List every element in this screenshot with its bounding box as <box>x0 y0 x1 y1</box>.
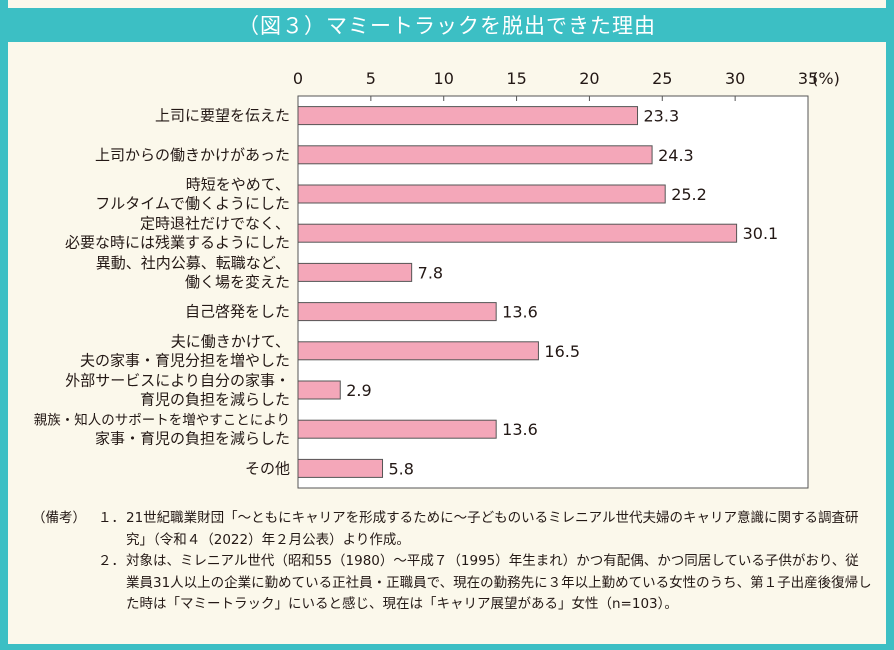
bar <box>297 262 413 282</box>
category-label: 親族・知人のサポートを増やすことにより <box>34 412 290 429</box>
category-label: 上司に要望を伝えた <box>155 107 290 125</box>
bar-value-label: 25.2 <box>671 185 707 204</box>
category-label: 夫の家事・育児分担を増やした <box>80 351 290 369</box>
note-row-2: ２． 対象は、ミレニアル世代（昭和55（1980）～平成７（1995）年生まれ）… <box>32 551 872 616</box>
bar-value-label: 23.3 <box>644 107 680 126</box>
note-text: 対象は、ミレニアル世代（昭和55（1980）～平成７（1995）年生まれ）かつ有… <box>126 553 872 612</box>
x-tick-label: 20 <box>579 69 599 88</box>
notes-label-spacer <box>32 551 98 616</box>
figure-title: （図３）マミートラックを脱出できた理由 <box>8 8 886 42</box>
category-label: 働く場を変えた <box>185 273 290 291</box>
bar <box>297 145 653 165</box>
category-label: 上司からの働きかけがあった <box>95 146 290 164</box>
bar <box>297 341 539 361</box>
x-tick-label: 5 <box>366 69 376 88</box>
bar-value-label: 16.5 <box>544 342 580 361</box>
x-tick-label: 10 <box>434 69 454 88</box>
category-label: フルタイムで働くようにした <box>95 195 290 213</box>
note-number: １． <box>98 510 125 526</box>
category-label: 自己啓発をした <box>185 303 290 321</box>
x-axis-unit-label: (%) <box>812 69 840 88</box>
notes-label: （備考） <box>32 510 86 526</box>
bar-value-label: 30.1 <box>743 224 779 243</box>
category-label: 定時退社だけでなく、 <box>140 215 290 233</box>
bar-value-label: 2.9 <box>346 381 371 400</box>
x-tick-label: 0 <box>293 69 303 88</box>
category-label: 必要な時には残業するようにした <box>65 234 290 252</box>
bar-value-label: 13.6 <box>502 303 538 322</box>
note-number: ２． <box>98 553 125 569</box>
category-label: 家事・育児の負担を減らした <box>95 430 290 448</box>
x-tick-label: 30 <box>725 69 745 88</box>
note-text: 21世紀職業財団「～ともにキャリアを形成するために～子どものいるミレニアル世代夫… <box>126 510 859 548</box>
x-tick-label: 15 <box>506 69 526 88</box>
category-label: 育児の負担を減らした <box>140 391 290 409</box>
notes: （備考） １． 21世紀職業財団「～ともにキャリアを形成するために～子どものいる… <box>32 508 872 616</box>
x-tick-label: 35 <box>798 69 818 88</box>
category-label: 外部サービスにより自分の家事・ <box>65 372 290 390</box>
bar <box>297 223 738 243</box>
bar-value-label: 13.6 <box>502 420 538 439</box>
bar <box>297 380 341 400</box>
bar <box>297 184 666 204</box>
bar-value-label: 24.3 <box>658 146 694 165</box>
bar <box>297 302 497 322</box>
bar-chart: 0 5 10 15 20 25 30 35 (%) 23.3 上司に要望を伝えた 24.3 上司から… <box>34 69 840 489</box>
bar <box>297 458 384 478</box>
bar <box>297 106 639 126</box>
bar-value-label: 5.8 <box>389 459 414 478</box>
category-label: 異動、社内公募、転職など、 <box>96 254 290 272</box>
bar-value-label: 7.8 <box>418 263 443 282</box>
note-row-1: （備考） １． 21世紀職業財団「～ともにキャリアを形成するために～子どものいる… <box>32 508 872 551</box>
category-label: その他 <box>245 459 290 477</box>
bar <box>297 419 497 439</box>
x-tick-label: 25 <box>652 69 672 88</box>
category-label: 夫に働きかけて、 <box>171 332 290 350</box>
category-label: 時短をやめて、 <box>186 176 290 194</box>
